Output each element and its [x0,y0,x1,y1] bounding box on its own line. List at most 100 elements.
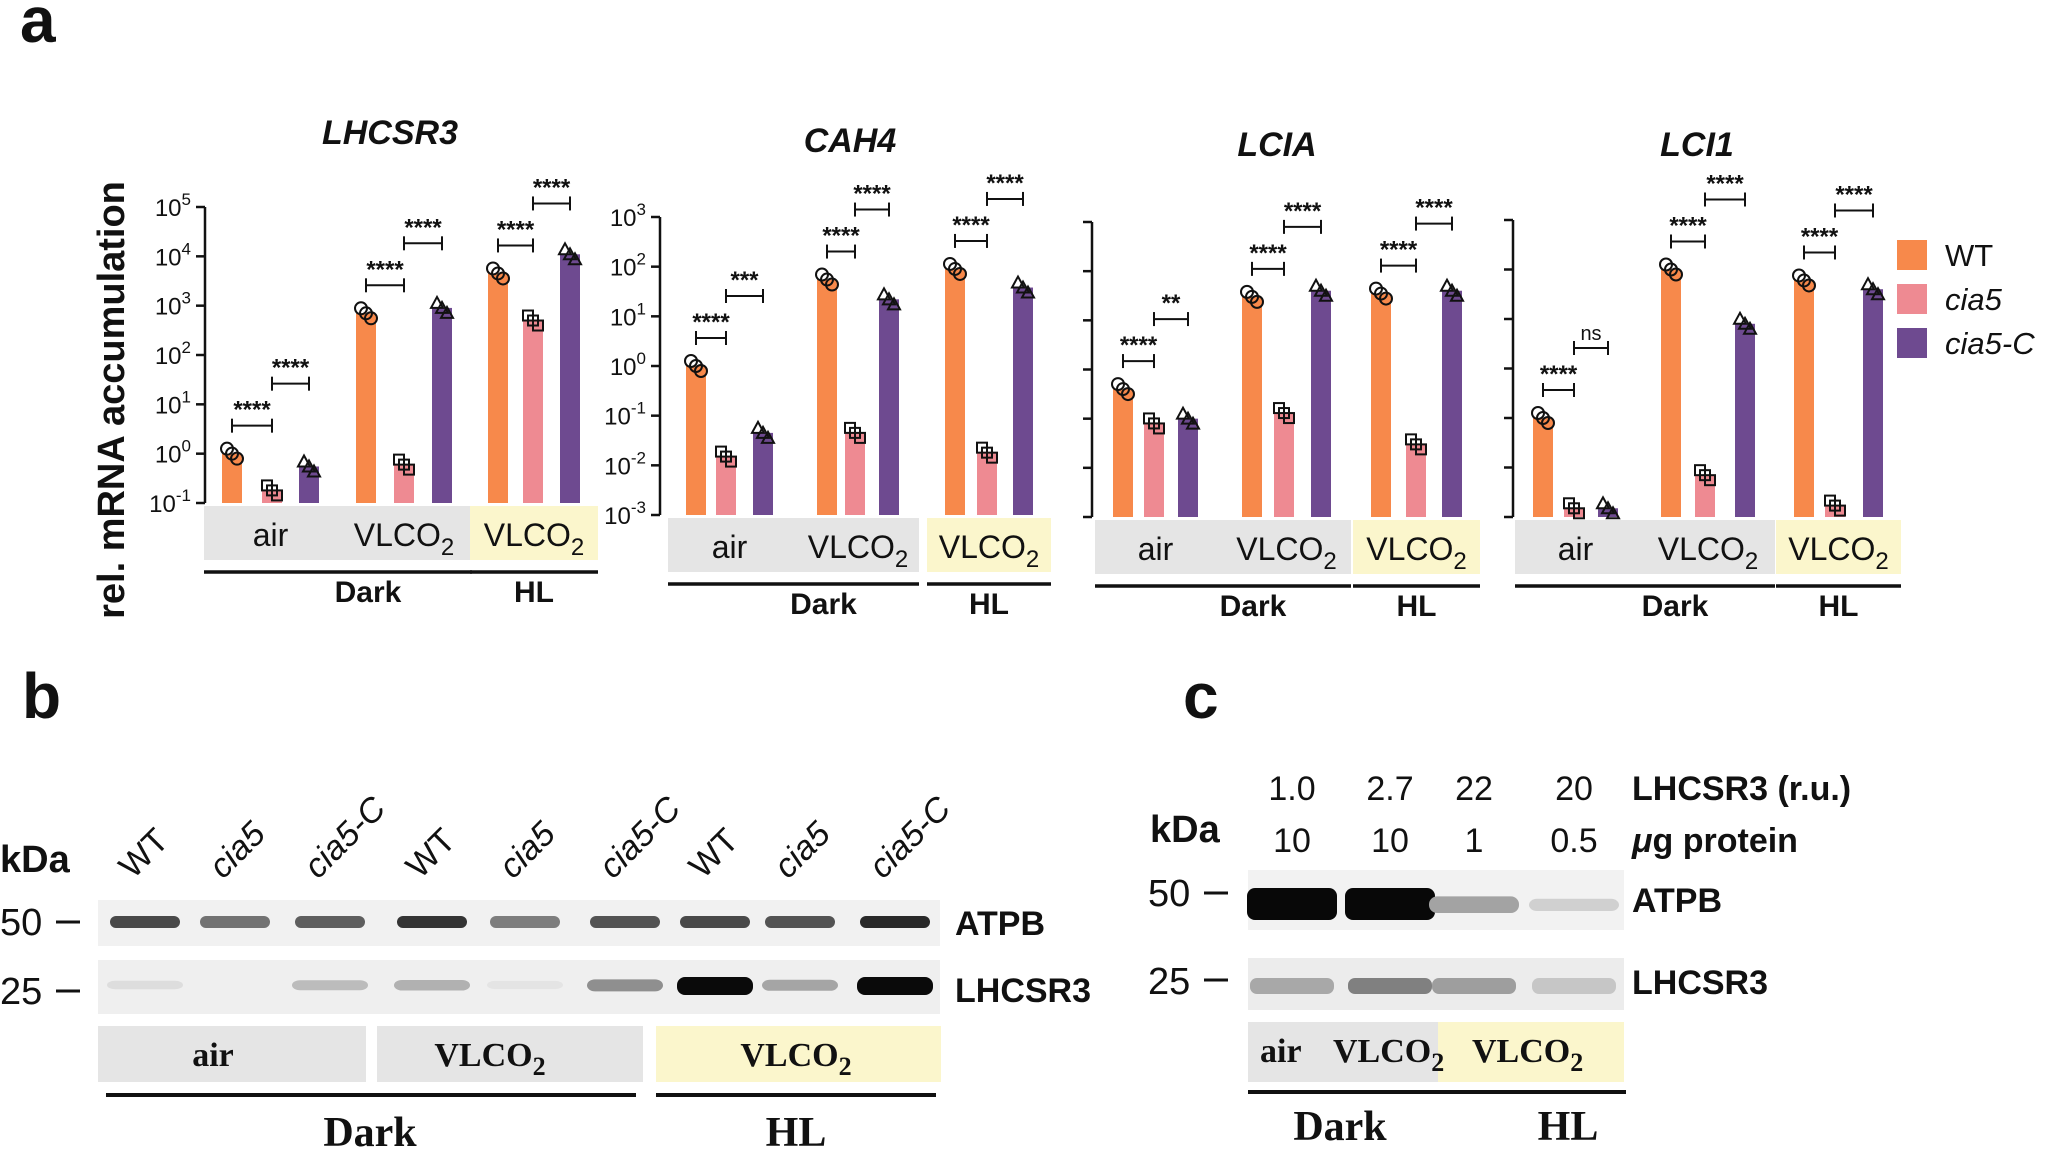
data-point [854,431,866,444]
sig-label: **** [1706,171,1744,198]
group-label-hl: HL [969,588,1009,621]
bar-cia5-c [1311,290,1331,517]
sig-label: **** [853,181,891,208]
panel-c: 1.0 2.7 22 20 LHCSR3 (r.u.) kDa 10 10 1 0.5 μg… [1148,770,1851,1150]
bar-wt [222,453,242,503]
c-band-atpb [1345,888,1435,920]
c-band-atpb [1529,898,1619,911]
condition-label-vlco2-hl: VLCO2 [484,517,585,561]
c-cond-vlco2-hl: VLCO2 [1472,1033,1583,1077]
data-point [1732,310,1748,325]
c-row1-label: LHCSR3 (r.u.) [1632,770,1851,808]
chart-lhcsr3: LHCSR3 105 104 103 102 101 100 10-1 air VLCO2 VLCO… [149,114,598,609]
data-point [1573,507,1585,520]
data-point [1439,277,1455,292]
data-point [364,311,378,326]
b-band-atpb [397,916,467,928]
condition-bg-hl [927,518,1051,572]
data-point [296,453,312,468]
c-cond-bg-dark [1248,1022,1438,1082]
bar-cia5-c [560,254,580,503]
bar-wt [356,313,376,503]
data-point [429,294,445,309]
chart-title: CAH4 [804,122,897,160]
data-point [1860,276,1876,291]
data-point [1415,443,1427,456]
legend-swatch-wt [1897,240,1927,270]
data-point [230,451,244,466]
bar-wt [1533,418,1553,517]
sig-label: **** [952,212,990,239]
b-band-lhcsr3 [857,977,933,995]
data-point [1669,267,1683,282]
c-bands [1247,888,1619,994]
b-cond-bg-vlco2-dark [377,1026,643,1082]
sig-label: **** [986,170,1024,197]
group-label-dark: Dark [335,576,402,609]
y-axis-label: rel. mRNA accumulation [91,181,133,619]
sig-label: **** [233,397,271,424]
data-point [750,419,766,434]
c-kda-label: kDa [1150,809,1221,851]
group-label-dark: Dark [790,588,857,621]
condition-bg-dark [1515,520,1775,574]
b-lane-label: cia5-C [862,789,959,886]
c-band-label-atpb: ATPB [1632,882,1722,920]
bar-wt [1242,296,1262,517]
condition-label-vlco2-hl: VLCO2 [1788,531,1889,575]
data-point [694,364,708,378]
c-ru-value: 20 [1555,770,1593,808]
data-point [1605,505,1621,520]
legend: WT cia5 cia5-C [1897,238,2035,361]
c-row-lhcsr3-ru: 1.0 2.7 22 20 [1268,770,1593,808]
sig-label: **** [1284,198,1322,225]
chart-title: LCIA [1237,126,1316,164]
sig-label: **** [497,216,535,243]
b-cond-air: air [192,1037,234,1074]
data-point [881,291,897,306]
c-band-label-lhcsr3: LHCSR3 [1632,964,1768,1002]
legend-swatch-cia5 [1897,284,1927,314]
c-ru-value: 2.7 [1366,770,1413,808]
data-point [1834,504,1846,517]
c-band-lhcsr3 [1250,978,1334,994]
y-tick-label: 102 [610,250,646,282]
y-tick-label: 101 [155,387,191,419]
panel-letter-a: a [20,0,56,56]
data-point [953,266,967,281]
y-tick-label: 10-1 [149,486,191,518]
data-point [562,246,578,261]
b-band-lhcsr3 [487,980,563,990]
condition-label-vlco2-dark: VLCO2 [354,517,455,561]
group-label-dark: Dark [1642,590,1709,623]
b-marker-50: 50 [0,902,42,944]
condition-label-air: air [1138,531,1174,567]
condition-bg-dark [668,518,919,572]
sig-label: **** [1540,361,1578,388]
data-point [1121,387,1135,402]
bar-cia5-c [1013,287,1033,515]
data-point [1313,282,1329,297]
bar-wt [1371,293,1391,517]
data-point [1595,495,1611,510]
legend-swatch-cia5c [1897,328,1927,358]
data-point [1865,281,1881,296]
data-point [306,463,322,478]
data-point [1449,287,1465,302]
condition-label-vlco2-dark: VLCO2 [1236,531,1337,575]
b-band-label-atpb: ATPB [955,905,1045,943]
b-marker-25: 25 [0,971,42,1013]
condition-label-air: air [253,517,289,553]
data-point [876,286,892,301]
chart-title: LCI1 [1660,126,1734,164]
group-label-hl: HL [1397,590,1437,623]
y-tick-label: 104 [155,239,191,271]
data-point [1180,410,1196,425]
group-label-dark: Dark [1220,590,1287,623]
bar-cia5-c [1442,290,1462,517]
bar-cia5-c [432,307,452,503]
bar-wt [686,366,706,515]
sig-label: ** [1162,290,1181,317]
bar-cia5-c [1735,323,1755,517]
